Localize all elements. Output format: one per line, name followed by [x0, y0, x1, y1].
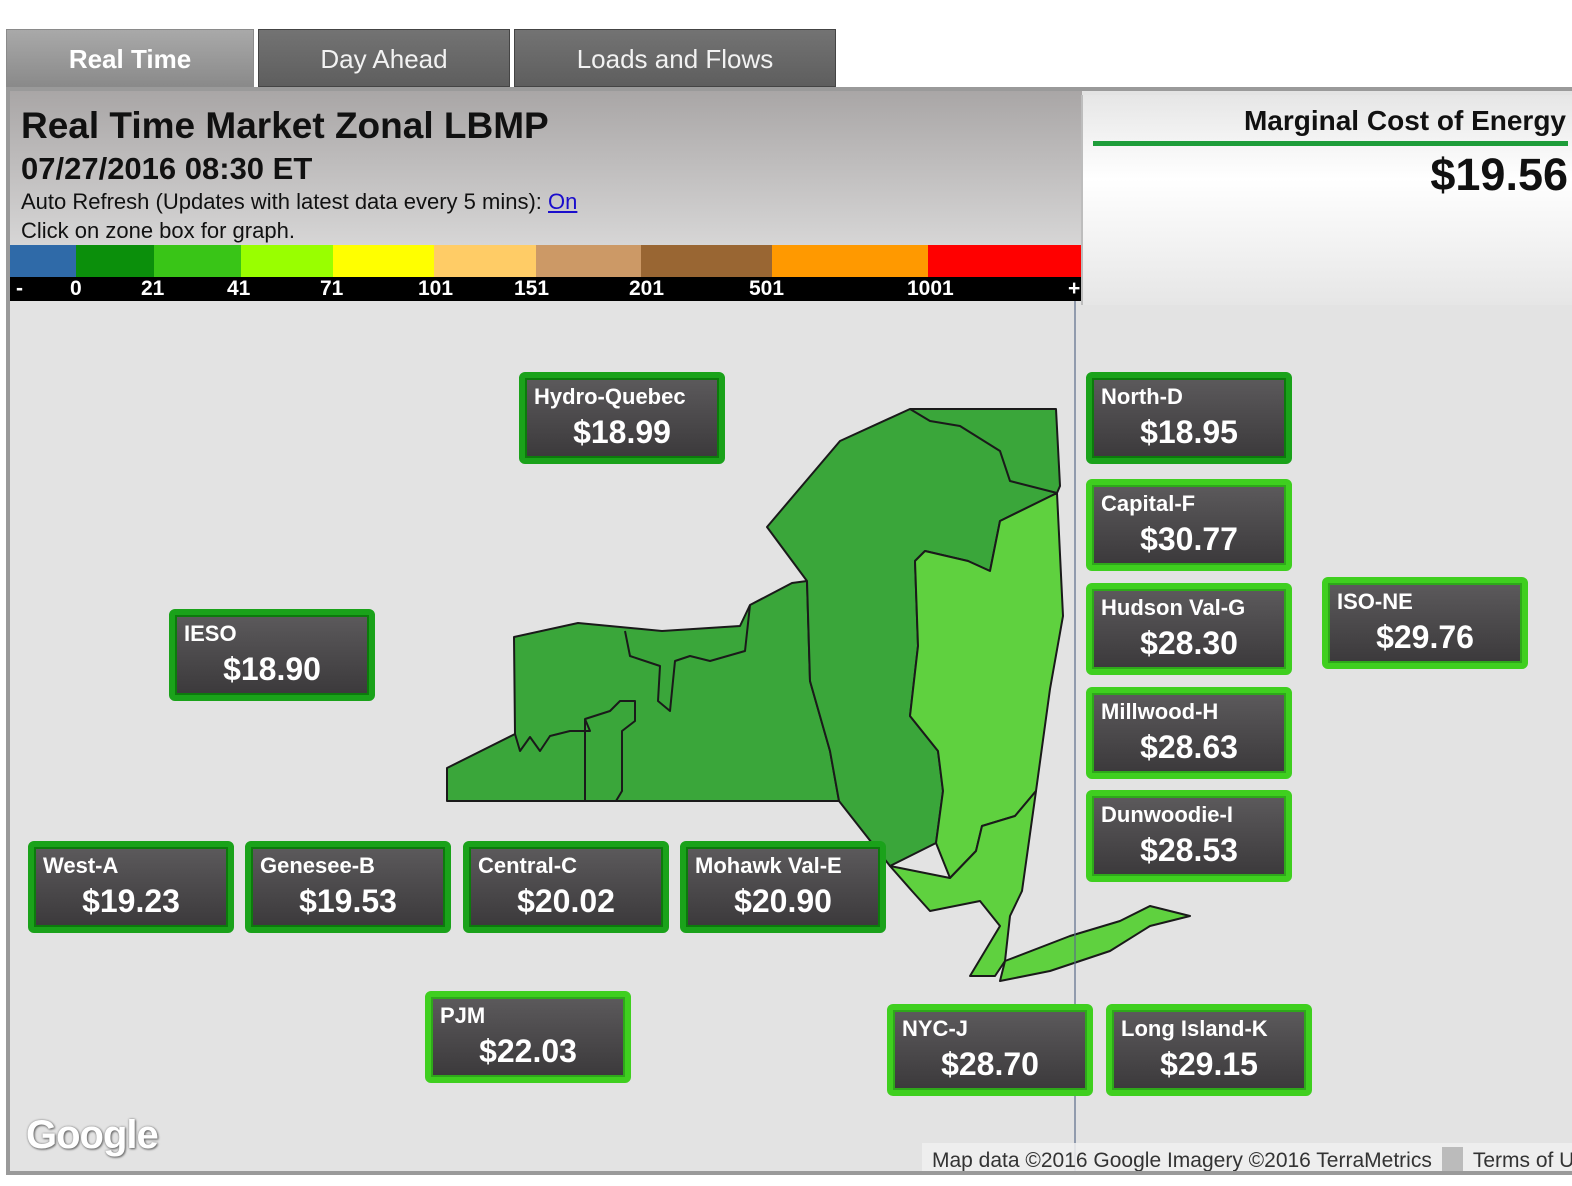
legend-label: 151 — [514, 277, 550, 300]
zone-box-central-c[interactable]: Central-C $20.02 — [463, 841, 669, 933]
page-header: Real Time Market Zonal LBMP 07/27/2016 0… — [10, 91, 1082, 301]
legend-swatch — [434, 245, 536, 277]
legend-labels: - 0 21 41 71 101 151 201 501 1001 + — [10, 277, 1082, 301]
zone-price: $28.63 — [1140, 729, 1238, 765]
instruction-text: Click on zone box for graph. — [21, 218, 295, 243]
map-region-long-island — [999, 905, 1191, 982]
zone-box-west-a[interactable]: West-A $19.23 — [28, 841, 234, 933]
marginal-cost-panel: Marginal Cost of Energy $19.56 — [1081, 95, 1572, 305]
zone-name: Hydro-Quebec — [534, 384, 686, 409]
legend-swatch — [333, 245, 434, 277]
legend-swatch — [241, 245, 333, 277]
zone-name: Central-C — [478, 853, 578, 878]
zone-box-north-d[interactable]: North-D $18.95 — [1086, 372, 1292, 464]
zone-name: North-D — [1101, 384, 1183, 409]
zone-price: $22.03 — [479, 1033, 577, 1069]
legend-swatch — [10, 245, 76, 277]
zone-price: $18.90 — [223, 651, 321, 687]
ny-zone-map[interactable] — [10, 91, 1572, 1175]
tab-loads-and-flows[interactable]: Loads and Flows — [514, 29, 836, 87]
zone-box-mohawk-val-e[interactable]: Mohawk Val-E $20.90 — [680, 841, 886, 933]
legend-label: 71 — [320, 277, 344, 300]
legend-swatch — [536, 245, 641, 277]
zone-name: PJM — [440, 1003, 486, 1028]
zone-price: $19.23 — [82, 883, 180, 919]
tab-day-ahead[interactable]: Day Ahead — [258, 29, 510, 87]
legend-label: + — [1068, 277, 1081, 300]
zone-box-long-island-k[interactable]: Long Island-K $29.15 — [1106, 1004, 1312, 1096]
zone-name: NYC-J — [902, 1016, 969, 1041]
zone-price: $28.30 — [1140, 625, 1238, 661]
zone-name: Hudson Val-G — [1101, 595, 1246, 620]
auto-refresh-toggle[interactable]: On — [548, 189, 578, 214]
zone-name: Capital-F — [1101, 491, 1196, 516]
legend-label: 21 — [141, 277, 165, 300]
zone-name: ISO-NE — [1337, 589, 1413, 614]
zone-price: $28.53 — [1140, 832, 1238, 868]
zone-name: Dunwoodie-I — [1101, 802, 1233, 827]
zone-price: $19.53 — [299, 883, 397, 919]
legend-swatches — [10, 245, 1082, 277]
main-panel: Real Time Market Zonal LBMP 07/27/2016 0… — [6, 87, 1572, 1175]
page-title: Real Time Market Zonal LBMP — [21, 105, 549, 146]
zone-name: Genesee-B — [260, 853, 375, 878]
zone-price: $28.70 — [941, 1046, 1039, 1082]
map-region-south — [889, 790, 1037, 977]
legend-swatch — [154, 245, 241, 277]
zone-box-dunwoodie-i[interactable]: Dunwoodie-I $28.53 — [1086, 790, 1292, 882]
zone-price: $20.02 — [517, 883, 615, 919]
legend-label: 501 — [749, 277, 785, 300]
legend-label: 101 — [418, 277, 454, 300]
zone-box-pjm[interactable]: PJM $22.03 — [425, 991, 631, 1083]
zone-price: $29.15 — [1160, 1046, 1258, 1082]
legend-swatch — [641, 245, 772, 277]
map-attribution: Map data ©2016 Google Imagery ©2016 Terr… — [922, 1143, 1572, 1172]
attribution-separator — [1441, 1147, 1463, 1171]
zone-box-hydro-quebec[interactable]: Hydro-Quebec $18.99 — [519, 372, 725, 464]
tab-real-time[interactable]: Real Time — [6, 29, 254, 87]
data-timestamp: 07/27/2016 08:30 ET — [21, 151, 313, 186]
terms-of-use-link[interactable]: Terms of Use — [1472, 1149, 1572, 1172]
zone-price: $30.77 — [1140, 521, 1238, 557]
legend-swatch — [772, 245, 928, 277]
zone-name: Long Island-K — [1121, 1016, 1268, 1041]
legend-label: - — [16, 277, 23, 300]
legend-swatch — [928, 245, 1082, 277]
zone-name: West-A — [43, 853, 119, 878]
zone-box-iso-ne[interactable]: ISO-NE $29.76 — [1322, 577, 1528, 669]
map-data-credit: Map data ©2016 Google Imagery ©2016 Terr… — [932, 1149, 1432, 1172]
zone-price: $29.76 — [1376, 619, 1474, 655]
auto-refresh-text: Auto Refresh (Updates with latest data e… — [21, 189, 577, 215]
google-logo: Google — [26, 1113, 159, 1157]
legend-label: 0 — [70, 277, 82, 300]
zone-price: $18.95 — [1140, 414, 1238, 450]
map-region-west — [446, 580, 840, 802]
marginal-cost-value: $19.56 — [1430, 149, 1568, 200]
auto-refresh-label: Auto Refresh (Updates with latest data e… — [21, 189, 549, 214]
zone-price: $18.99 — [573, 414, 671, 450]
legend-swatch — [76, 245, 154, 277]
zone-box-ieso[interactable]: IESO $18.90 — [169, 609, 375, 701]
map-divider-line — [1074, 301, 1076, 1171]
zone-box-genesee-b[interactable]: Genesee-B $19.53 — [245, 841, 451, 933]
legend-label: 201 — [629, 277, 665, 300]
zone-box-capital-f[interactable]: Capital-F $30.77 — [1086, 479, 1292, 571]
zone-box-hudson-val-g[interactable]: Hudson Val-G $28.30 — [1086, 583, 1292, 675]
zone-price: $20.90 — [734, 883, 832, 919]
price-color-legend: - 0 21 41 71 101 151 201 501 1001 + — [10, 245, 1082, 301]
zone-name: IESO — [184, 621, 237, 646]
legend-label: 41 — [227, 277, 251, 300]
zone-box-nyc-j[interactable]: NYC-J $28.70 — [887, 1004, 1093, 1096]
marginal-cost-label: Marginal Cost of Energy — [1243, 105, 1566, 136]
legend-label: 1001 — [907, 277, 954, 300]
zone-name: Millwood-H — [1101, 699, 1219, 724]
marginal-cost-accent-bar — [1093, 141, 1568, 146]
zone-box-millwood-h[interactable]: Millwood-H $28.63 — [1086, 687, 1292, 779]
zone-name: Mohawk Val-E — [695, 853, 842, 878]
